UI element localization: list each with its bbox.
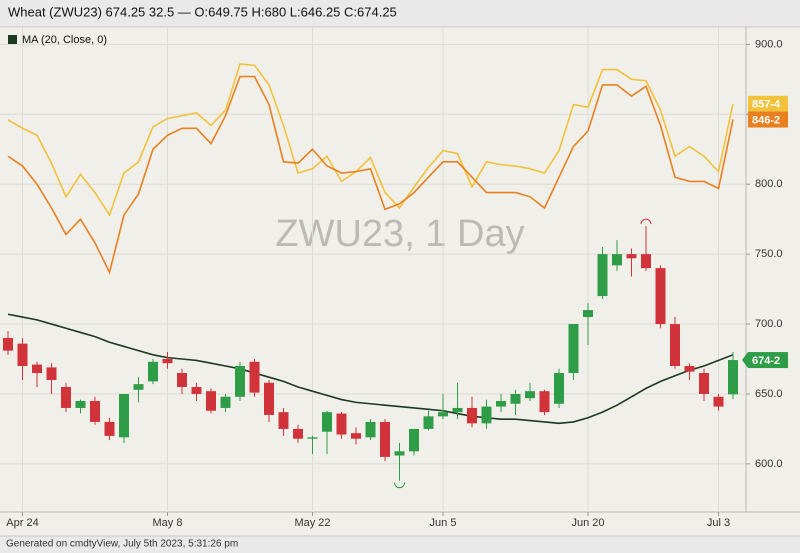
candle-body xyxy=(220,396,231,408)
candle-body xyxy=(90,400,100,422)
candle-body xyxy=(554,372,564,404)
candle-body xyxy=(148,361,158,382)
watermark: ZWU23, 1 Day xyxy=(275,213,524,255)
candle-body xyxy=(351,433,361,439)
candle-body xyxy=(235,366,245,397)
x-tick-label: Jun 20 xyxy=(571,517,604,529)
candle-body xyxy=(119,393,129,438)
candle-body xyxy=(525,391,535,399)
legend-swatch xyxy=(8,35,17,44)
candle-body xyxy=(191,386,202,394)
x-tick-label: Apr 24 xyxy=(6,517,38,529)
candle-body xyxy=(626,254,637,259)
candle-body xyxy=(264,382,274,415)
grid xyxy=(0,28,746,512)
candle-body xyxy=(75,400,86,408)
candle-body xyxy=(278,412,289,429)
candle-body xyxy=(61,386,71,408)
x-tick-label: May 22 xyxy=(294,517,330,529)
price-tag-label: 857-4 xyxy=(752,99,781,111)
line-series xyxy=(7,63,734,217)
candle-body xyxy=(133,384,144,390)
line-series xyxy=(7,313,734,425)
candle-body xyxy=(177,372,187,387)
high-marker xyxy=(640,218,652,225)
candle-body xyxy=(206,391,216,411)
price-tag xyxy=(748,95,788,112)
header-bar xyxy=(0,0,800,27)
candle-body xyxy=(162,359,173,364)
price-tag-label: 846-2 xyxy=(752,114,780,126)
candle-body xyxy=(3,338,13,351)
candle-body xyxy=(409,428,419,452)
candle-body xyxy=(423,416,434,429)
footer-bar xyxy=(0,536,800,553)
candle-body xyxy=(641,254,651,269)
candle-body xyxy=(612,254,622,266)
chart-title: Wheat (ZWU23) 674.25 32.5 — O:649.75 H:6… xyxy=(8,4,397,19)
price-tag xyxy=(748,111,788,128)
line-series xyxy=(7,75,734,275)
candle-body xyxy=(249,361,260,393)
x-tick-label: Jun 5 xyxy=(430,517,457,529)
price-tag-arrow xyxy=(742,352,748,369)
candle-body xyxy=(713,396,724,407)
candle-body xyxy=(699,372,709,394)
candle-body xyxy=(307,437,318,439)
candle-body xyxy=(293,428,303,439)
low-marker xyxy=(394,482,405,489)
y-tick-label: 600.0 xyxy=(755,458,783,470)
y-tick-label: 900.0 xyxy=(755,38,783,50)
candle-body xyxy=(655,268,666,325)
price-tag-label: 674-2 xyxy=(752,355,780,367)
candle-body xyxy=(568,324,579,373)
candle-body xyxy=(583,310,593,318)
candle-body xyxy=(452,407,463,413)
x-tick-label: May 8 xyxy=(153,517,183,529)
y-tick-label: 800.0 xyxy=(755,178,783,190)
candle-body xyxy=(32,364,42,373)
legend-label: MA (20, Close, 0) xyxy=(22,34,107,46)
candle-body xyxy=(322,412,332,432)
candle-body xyxy=(539,391,550,413)
candle-body xyxy=(17,343,28,367)
candle-body xyxy=(496,400,506,407)
candle-body xyxy=(438,412,448,417)
price-tag xyxy=(748,352,788,369)
candle-body xyxy=(46,367,57,380)
candle-body xyxy=(104,421,115,436)
y-tick-label: 650.0 xyxy=(755,388,783,400)
candles xyxy=(3,226,738,481)
candle-body xyxy=(380,421,390,457)
candle-body xyxy=(597,254,608,297)
candle-body xyxy=(510,393,521,404)
lines xyxy=(7,63,734,425)
candle-body xyxy=(365,421,376,438)
candle-body xyxy=(467,407,477,424)
x-tick-label: Jul 3 xyxy=(707,517,730,529)
candle-body xyxy=(481,406,492,424)
footer: Generated on cmdtyView, July 5th 2023, 5… xyxy=(6,539,238,550)
candle-body xyxy=(670,324,680,367)
y-tick-label: 750.0 xyxy=(755,248,783,260)
candle-body xyxy=(728,360,738,395)
candle-body xyxy=(394,451,405,456)
candle-body xyxy=(684,366,695,372)
y-tick-label: 700.0 xyxy=(755,318,783,330)
candle-body xyxy=(336,413,347,435)
